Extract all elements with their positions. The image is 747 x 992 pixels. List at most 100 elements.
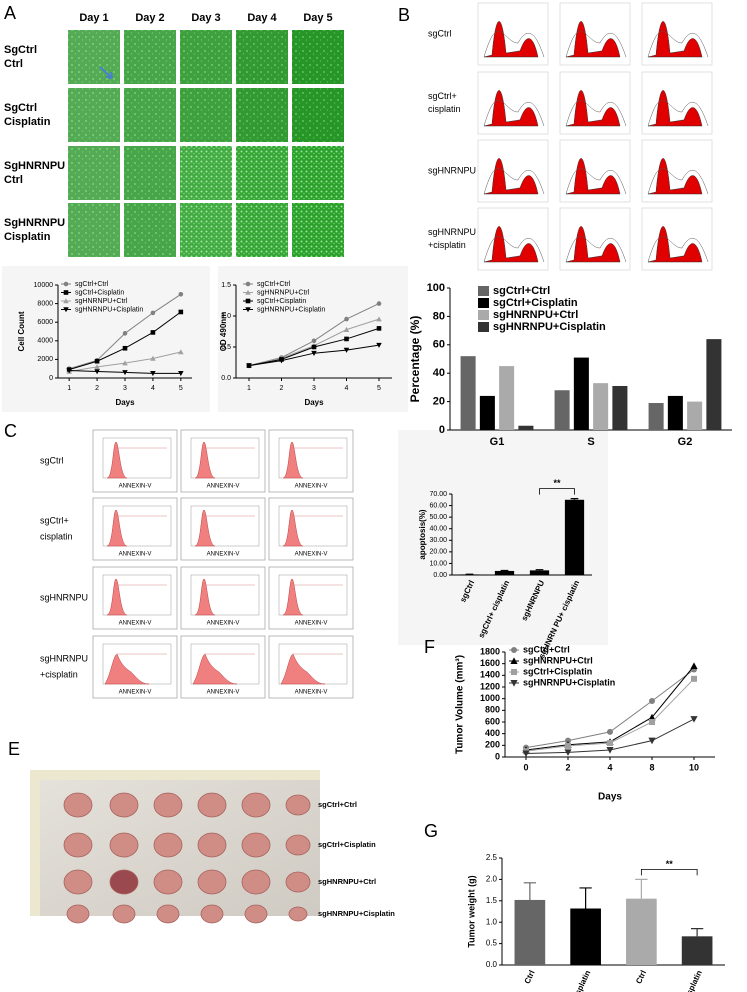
- histogram-frame: [180, 429, 266, 493]
- data-point: [150, 355, 156, 361]
- bar: [612, 385, 628, 430]
- y-tick-label: 1400: [480, 670, 500, 680]
- tumor: [66, 904, 90, 924]
- legend-marker: [510, 657, 518, 664]
- micrograph: [124, 203, 176, 257]
- histogram-peak: [106, 509, 128, 547]
- legend-label: sgHNRNPU+Cisplatin: [75, 306, 143, 313]
- legend-swatch: [478, 286, 489, 296]
- y-tick-label: 100: [427, 282, 445, 294]
- legend-label: sgHNRNPU+Ctrl: [75, 298, 128, 305]
- legend-marker: [63, 298, 69, 304]
- y-tick-label: 1200: [480, 681, 500, 691]
- x-tick-label: 2: [565, 762, 570, 772]
- histogram-peak: [565, 21, 621, 58]
- legend-label: sgHNRNPU+Ctrl: [493, 309, 578, 321]
- row-label: SgCtrl: [4, 44, 37, 56]
- row-label: SgHNRNPU: [4, 217, 65, 229]
- panel-bg: [2, 266, 210, 412]
- y-tick-label: 400: [485, 728, 500, 738]
- row-label: sgHNRNPU: [40, 592, 88, 602]
- histogram-frame: [92, 635, 178, 699]
- data-point: [150, 310, 156, 316]
- y-tick-label: 0: [49, 375, 53, 382]
- legend-label: sgHNRNPU+Ctrl: [257, 289, 310, 296]
- error-bar: [570, 498, 579, 500]
- data-point: [246, 363, 252, 369]
- y-tick-label: 20: [433, 396, 445, 408]
- tumor: [63, 792, 93, 818]
- y-tick-label: 10.00: [429, 560, 447, 567]
- y-axis-label: Cell Count: [17, 311, 26, 351]
- histogram-peak: [565, 226, 621, 263]
- x-tick-label: 4: [151, 385, 155, 392]
- histogram-peak: [282, 509, 304, 547]
- histogram-peak: [483, 21, 539, 58]
- data-point: [311, 344, 317, 350]
- data-point: [648, 713, 656, 721]
- data-point: [564, 749, 572, 756]
- legend-label: sgCtrl+Ctrl: [75, 281, 109, 288]
- axis-label: ANNEXIN-V: [295, 484, 328, 490]
- legend-marker: [245, 289, 251, 295]
- legend-swatch: [478, 298, 489, 308]
- histogram-frame: [92, 566, 178, 630]
- micrograph: [292, 146, 344, 200]
- tumor: [200, 904, 224, 924]
- bar: [593, 383, 609, 430]
- histogram-peak: [483, 158, 539, 195]
- histogram-peak: [647, 226, 703, 263]
- axis-label: ANNEXIN-V: [207, 484, 240, 490]
- tumor: [197, 869, 227, 895]
- axis-label: ANNEXIN-V: [295, 552, 328, 558]
- row-label: +cisplatin: [428, 240, 466, 250]
- axis-label: ANNEXIN-V: [119, 690, 152, 696]
- micrograph: [180, 88, 232, 142]
- bar: [681, 936, 713, 965]
- y-tick-label: 40.00: [429, 526, 447, 533]
- legend-swatch: [478, 322, 489, 332]
- data-point: [122, 370, 128, 376]
- plot-area: [278, 574, 348, 616]
- column-header: Day 2: [135, 12, 164, 24]
- data-point: [94, 369, 100, 375]
- y-tick-label: 0.5: [486, 939, 498, 948]
- column-header: Day 1: [79, 12, 108, 24]
- micrograph: [180, 30, 232, 84]
- y-tick-label: 0: [495, 751, 500, 761]
- y-tick-label: 1600: [480, 658, 500, 668]
- histogram-fit: [483, 100, 545, 127]
- row-label: sgCtrl+Ctrl: [318, 800, 357, 809]
- histogram-fit: [647, 100, 709, 127]
- x-tick-label: 0: [523, 762, 528, 772]
- histogram-fit: [483, 31, 545, 58]
- histogram-fit: [483, 236, 545, 263]
- data-point: [565, 737, 571, 744]
- y-tick-label: 30.00: [429, 537, 447, 544]
- bar: [564, 499, 585, 575]
- tumor: [241, 832, 271, 858]
- row-label: sgCtrl: [428, 28, 452, 38]
- histogram-frame: [268, 429, 354, 493]
- axis-label: ANNEXIN-V: [295, 621, 328, 627]
- axis-label: ANNEXIN-V: [207, 621, 240, 627]
- x-tick-label: G1: [490, 436, 505, 448]
- x-tick-label: 1: [67, 385, 71, 392]
- y-tick-label: 600: [485, 716, 500, 726]
- data-point: [343, 326, 350, 332]
- histogram-peak: [647, 21, 703, 58]
- x-tick-label: Ctrl: [634, 969, 648, 985]
- histogram-fit: [647, 31, 709, 58]
- error-bar: [635, 878, 648, 899]
- bar: [626, 898, 657, 965]
- micrograph: [124, 146, 176, 200]
- tumor: [109, 832, 139, 858]
- y-tick-label: 2.0: [486, 875, 498, 884]
- x-tick-label: 2: [95, 385, 99, 392]
- data-point: [606, 747, 614, 754]
- column-header: Day 3: [191, 12, 220, 24]
- y-tick-label: 800: [485, 705, 500, 715]
- bar: [570, 908, 601, 965]
- bar: [518, 425, 534, 430]
- bar: [573, 357, 589, 430]
